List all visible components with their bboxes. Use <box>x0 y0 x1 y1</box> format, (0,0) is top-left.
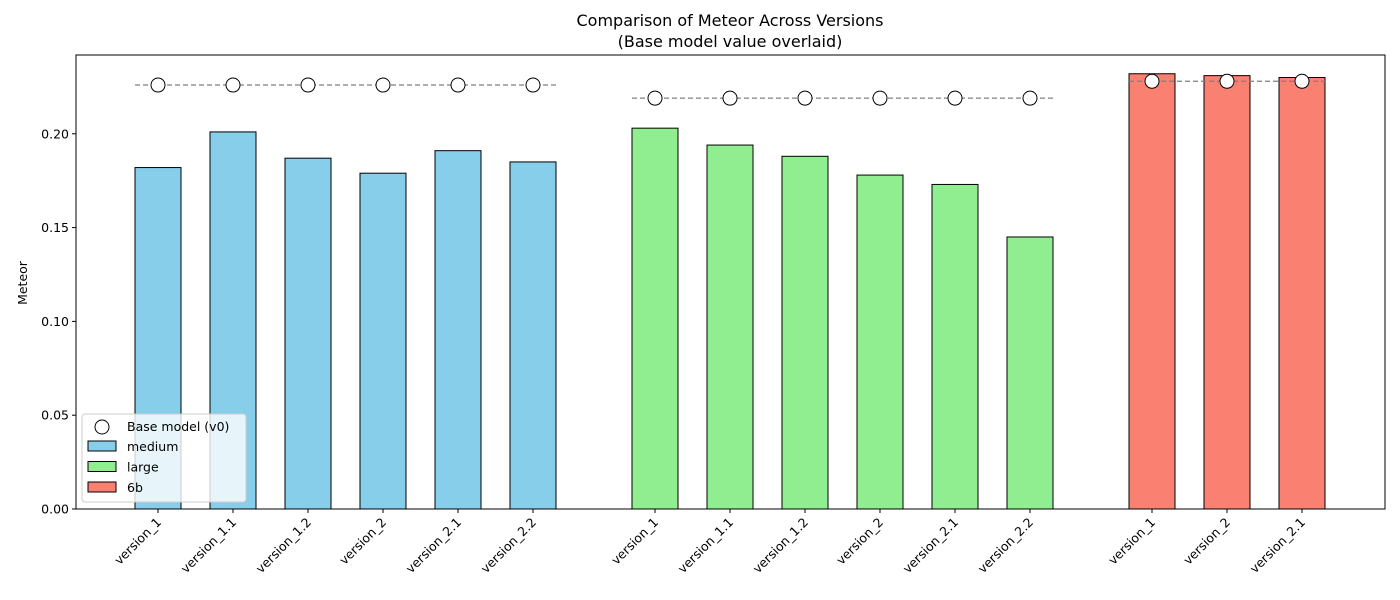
x-tick-label: version_1 <box>608 515 661 568</box>
base-marker-large-version_2.2 <box>1022 90 1038 106</box>
bar-large-version_2.2 <box>1006 236 1054 510</box>
x-tick-label: version_2 <box>1180 515 1233 568</box>
legend-base-label: Base model (v0) <box>127 419 229 434</box>
base-marker-medium-version_1.2 <box>300 77 316 93</box>
legend-box <box>81 413 247 503</box>
y-tick-label: 0.10 <box>41 314 69 329</box>
base-marker-medium-version_1.1 <box>225 77 241 93</box>
legend-label-medium: medium <box>127 439 178 454</box>
legend-base-marker <box>94 419 110 435</box>
y-axis-label: Meteor <box>15 260 30 305</box>
legend-swatch-large <box>87 461 117 472</box>
bar-medium-version_2 <box>359 172 407 510</box>
x-tick-label: version_1.1 <box>178 515 239 576</box>
bar-6b-version_1 <box>1128 73 1176 510</box>
x-tick-label: version_2 <box>336 515 389 568</box>
base-marker-large-version_1.1 <box>722 90 738 106</box>
x-tick-label: version_2.1 <box>900 515 961 576</box>
x-tick-label: version_1.2 <box>750 515 811 576</box>
y-tick-label: 0.20 <box>41 126 69 141</box>
base-marker-medium-version_2.2 <box>525 77 541 93</box>
x-tick-label: version_1 <box>111 515 164 568</box>
base-series <box>135 73 1325 106</box>
bar-large-version_1.2 <box>781 155 829 510</box>
base-marker-large-version_1 <box>647 90 663 106</box>
bar-large-version_1.1 <box>706 144 754 510</box>
chart-title: Comparison of Meteor Across Versions <box>576 11 883 30</box>
bar-medium-version_2.1 <box>434 150 482 510</box>
base-marker-medium-version_2.1 <box>450 77 466 93</box>
base-marker-large-version_2.1 <box>947 90 963 106</box>
base-marker-6b-version_1 <box>1144 73 1160 89</box>
x-tick-label: version_1.1 <box>675 515 736 576</box>
y-tick-label: 0.00 <box>41 502 69 517</box>
x-tick-label: version_2.2 <box>478 515 539 576</box>
legend: Base model (v0) medium large 6b <box>81 413 247 503</box>
bar-6b-version_2.1 <box>1278 77 1326 510</box>
bars <box>134 73 1326 510</box>
bar-large-version_2 <box>856 174 904 510</box>
legend-swatch-6b <box>87 481 117 493</box>
base-marker-6b-version_2.1 <box>1294 73 1310 89</box>
legend-label-6b: 6b <box>127 480 143 495</box>
x-tick-label: version_2.1 <box>403 515 464 576</box>
legend-swatch-medium <box>87 440 117 452</box>
x-tick-label: version_2 <box>833 515 886 568</box>
bar-6b-version_2 <box>1203 75 1251 510</box>
bar-medium-version_1.2 <box>284 157 332 510</box>
legend-label-large: large <box>127 460 159 475</box>
base-marker-6b-version_2 <box>1219 73 1235 89</box>
x-tick-label: version_1 <box>1105 515 1158 568</box>
bar-large-version_2.1 <box>931 183 979 510</box>
bar-large-version_1 <box>631 127 679 510</box>
base-marker-large-version_1.2 <box>797 90 813 106</box>
y-ticks: 0.00 0.05 0.10 0.15 0.20 <box>41 126 76 517</box>
plot-area: version_1 version_1.1 version_1.2 version_2… <box>41 54 1386 576</box>
y-tick-label: 0.15 <box>41 220 69 235</box>
x-tick-label: version_1.2 <box>253 515 314 576</box>
x-ticks: version_1 version_1.1 version_1.2 version_2… <box>111 509 1308 576</box>
x-tick-label: version_2.1 <box>1247 515 1308 576</box>
chart-subtitle: (Base model value overlaid) <box>618 32 843 51</box>
base-marker-medium-version_2 <box>375 77 391 93</box>
base-marker-large-version_2 <box>872 90 888 106</box>
bar-medium-version_2.2 <box>509 161 557 510</box>
base-marker-medium-version_1 <box>150 77 166 93</box>
x-tick-label: version_2.2 <box>975 515 1036 576</box>
y-tick-label: 0.05 <box>41 408 69 423</box>
